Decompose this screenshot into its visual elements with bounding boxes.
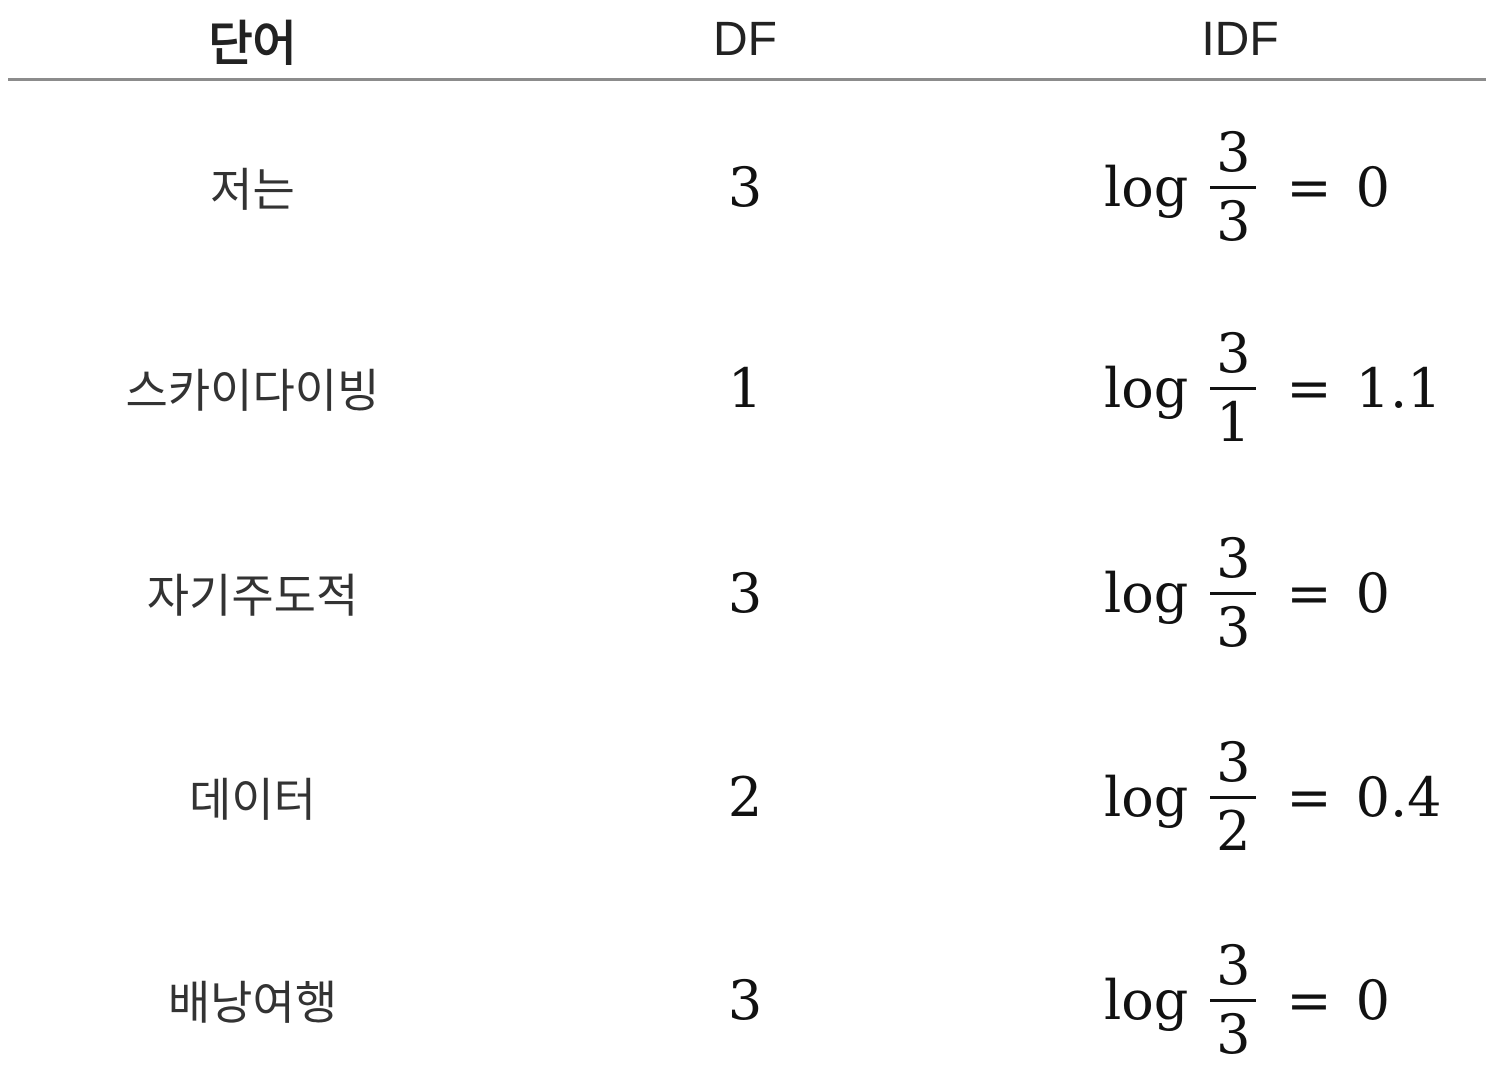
fraction-numerator: 3 <box>1216 730 1251 794</box>
fraction-numerator: 3 <box>1216 321 1251 385</box>
word-cell: 자기주도적 <box>146 569 359 623</box>
table-row: 자기주도적 3 log 3 3 = 0 <box>0 523 1492 663</box>
equals-sign: = <box>1286 561 1332 625</box>
log-operator: log <box>1104 155 1189 219</box>
fraction-numerator: 3 <box>1216 933 1251 997</box>
fraction-denominator: 2 <box>1216 799 1251 863</box>
header-df: DF <box>713 12 777 66</box>
word-cell: 스카이다이빙 <box>125 364 380 418</box>
idf-result: 0 <box>1355 968 1390 1032</box>
log-operator: log <box>1104 765 1189 829</box>
fraction: 3 3 <box>1210 526 1257 659</box>
df-cell: 2 <box>727 765 763 829</box>
equals-sign: = <box>1286 968 1332 1032</box>
df-cell: 3 <box>727 155 763 219</box>
idf-result: 0 <box>1355 561 1390 625</box>
word-cell: 데이터 <box>189 773 316 827</box>
table-row: 저는 3 log 3 3 = 0 <box>0 117 1492 257</box>
fraction-bar <box>1210 998 1257 1002</box>
header-idf: IDF <box>1201 12 1279 66</box>
idf-formula: log 3 3 = 0 <box>1104 523 1484 663</box>
idf-result: 0.4 <box>1355 765 1442 829</box>
idf-formula: log 3 1 = 1.1 <box>1104 318 1484 458</box>
header-word: 단어 <box>208 18 297 71</box>
table-row: 데이터 2 log 3 2 = 0.4 <box>0 727 1492 867</box>
word-cell: 배낭여행 <box>167 976 338 1030</box>
idf-formula: log 3 2 = 0.4 <box>1104 727 1484 867</box>
fraction-numerator: 3 <box>1216 526 1251 590</box>
idf-formula: log 3 3 = 0 <box>1104 930 1484 1070</box>
equals-sign: = <box>1286 155 1332 219</box>
log-operator: log <box>1104 561 1189 625</box>
fraction-bar <box>1210 795 1257 799</box>
header-divider <box>8 78 1486 81</box>
fraction-bar <box>1210 591 1257 595</box>
table-row: 배낭여행 3 log 3 3 = 0 <box>0 930 1492 1070</box>
idf-result: 0 <box>1355 155 1390 219</box>
fraction-numerator: 3 <box>1216 120 1251 184</box>
word-cell: 저는 <box>210 163 295 217</box>
fraction-denominator: 3 <box>1216 595 1251 659</box>
fraction-bar <box>1210 185 1257 189</box>
fraction: 3 3 <box>1210 933 1257 1066</box>
df-cell: 1 <box>727 356 763 420</box>
idf-formula: log 3 3 = 0 <box>1104 117 1484 257</box>
fraction-bar <box>1210 386 1257 390</box>
equals-sign: = <box>1286 765 1332 829</box>
fraction-denominator: 3 <box>1216 189 1251 253</box>
fraction: 3 1 <box>1210 321 1257 454</box>
fraction: 3 3 <box>1210 120 1257 253</box>
fraction-denominator: 1 <box>1216 390 1251 454</box>
log-operator: log <box>1104 356 1189 420</box>
equals-sign: = <box>1286 356 1332 420</box>
fraction: 3 2 <box>1210 730 1257 863</box>
idf-result: 1.1 <box>1355 356 1442 420</box>
df-cell: 3 <box>727 968 763 1032</box>
log-operator: log <box>1104 968 1189 1032</box>
fraction-denominator: 3 <box>1216 1002 1251 1066</box>
table-row: 스카이다이빙 1 log 3 1 = 1.1 <box>0 318 1492 458</box>
df-cell: 3 <box>727 561 763 625</box>
